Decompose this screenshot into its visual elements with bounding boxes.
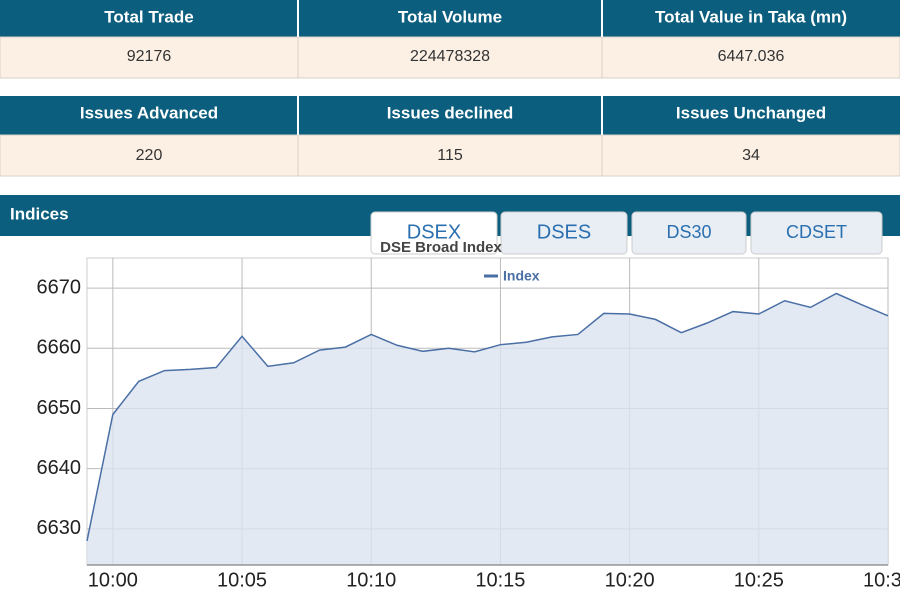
tab-label[interactable]: DSEX [407,221,461,243]
y-tick-label: 6630 [37,517,82,539]
x-tick-label: 10:20 [605,569,655,591]
line [86,292,889,542]
cell-value: 92176 [127,48,172,65]
x-tick-label: 10:10 [346,569,396,591]
column-header: Total Value in Taka (mn) [655,7,847,26]
cell-value: 34 [742,147,760,164]
x-tick-label: 10:00 [88,569,138,591]
cell-value: 115 [437,147,463,164]
column-header: Issues declined [387,103,514,122]
value-row [0,134,900,177]
column-header: Issues Unchanged [676,103,826,122]
indices-title: Indices [10,204,69,223]
column-header: Total Volume [398,7,502,26]
legend-label: Index [503,268,540,284]
tab-label[interactable]: DSES [537,221,591,243]
column-header: Total Trade [104,7,193,26]
tab-label[interactable]: DS30 [666,222,711,242]
x-tick-label: 10:30 [863,569,900,591]
x-tick-label: 10:25 [734,569,784,591]
x-tick-label: 10:15 [475,569,525,591]
value-row [0,36,900,79]
y-tick-label: 6660 [37,337,82,359]
tab[interactable] [750,211,883,255]
x-tick-label: 10:05 [217,569,267,591]
tab[interactable] [500,211,628,255]
tab[interactable] [370,211,498,255]
header-row [0,0,900,37]
tab-label[interactable]: CDSET [786,222,847,242]
chart-title: DSE Broad Index [380,239,502,256]
area [87,293,888,565]
cell-value: 6447.036 [718,48,785,65]
cell-value: 220 [136,147,163,164]
y-tick-label: 6670 [37,276,82,298]
y-tick-label: 6640 [37,457,82,479]
header-row [0,96,900,135]
y-tick-label: 6650 [37,397,82,419]
column-header: Issues Advanced [80,103,218,122]
tab[interactable] [631,211,747,255]
cell-value: 224478328 [410,48,490,65]
